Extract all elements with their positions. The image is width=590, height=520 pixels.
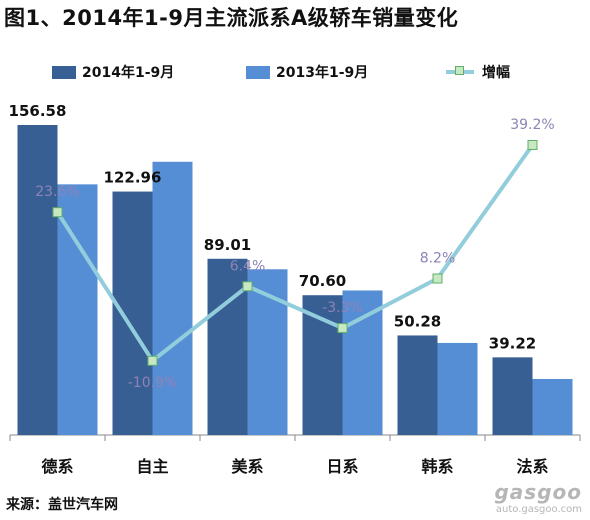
growth-marker-1 <box>147 355 158 366</box>
growth-label-1: -10.9% <box>128 375 178 391</box>
data-label-2014-5: 39.22 <box>489 334 536 352</box>
bar-2013-1 <box>152 161 193 435</box>
x-tick-label-4: 韩系 <box>421 457 453 476</box>
legend-item-2013: 2013年1-9月 <box>246 62 368 82</box>
growth-line <box>55 143 535 363</box>
data-label-2014-1: 122.96 <box>104 169 162 187</box>
growth-marker-2 <box>242 281 253 292</box>
legend-item-growth: 增幅 <box>446 62 510 82</box>
bar-2014-5 <box>492 357 533 435</box>
bar-2013-5 <box>532 378 573 435</box>
growth-marker-0 <box>52 207 63 218</box>
x-tick-label-1: 自主 <box>136 457 168 476</box>
legend-item-2014: 2014年1-9月 <box>52 62 174 82</box>
bar-2013-4 <box>437 342 478 435</box>
growth-label-4: 8.2% <box>420 251 456 267</box>
legend-swatch-2014 <box>52 65 76 79</box>
bar-2014-0 <box>17 125 58 435</box>
legend-swatch-2013 <box>246 65 270 79</box>
watermark-url: auto.gasgoo.com <box>495 504 582 515</box>
data-label-2014-2: 89.01 <box>204 236 251 254</box>
legend-label-2013: 2013年1-9月 <box>276 65 369 81</box>
bar-2014-2 <box>207 258 248 435</box>
legend-label-2014: 2014年1-9月 <box>82 65 175 81</box>
growth-label-2: 6.4% <box>230 258 266 274</box>
bar-2013-3 <box>342 290 383 435</box>
growth-label-0: 23.6% <box>35 184 79 200</box>
x-tick-label-3: 日系 <box>326 457 358 476</box>
growth-marker-4 <box>432 273 443 284</box>
bar-2014-1 <box>112 191 153 435</box>
data-label-2014-3: 70.60 <box>299 272 346 290</box>
x-tick-label-0: 德系 <box>41 457 73 476</box>
growth-marker-3 <box>337 323 348 334</box>
growth-label-3: -3.3% <box>322 300 363 316</box>
chart-title: 图1、2014年1-9月主流派系A级轿车销量变化 <box>4 6 459 30</box>
data-label-2014-0: 156.58 <box>9 102 67 120</box>
x-tick-label-2: 美系 <box>231 457 263 476</box>
growth-marker-5 <box>527 139 538 150</box>
bar-2014-3 <box>302 295 343 435</box>
watermark-logo: gasgoo <box>494 480 582 504</box>
source-note: 来源：盖世汽车网 <box>6 497 118 513</box>
legend-label-growth: 增幅 <box>482 65 510 81</box>
data-label-2014-4: 50.28 <box>394 312 441 330</box>
watermark: gasgoo auto.gasgoo.com <box>494 480 582 515</box>
x-tick-label-5: 法系 <box>516 457 548 476</box>
legend-line-growth <box>446 66 474 75</box>
bar-2014-4 <box>397 335 438 435</box>
growth-label-5: 39.2% <box>510 117 554 133</box>
